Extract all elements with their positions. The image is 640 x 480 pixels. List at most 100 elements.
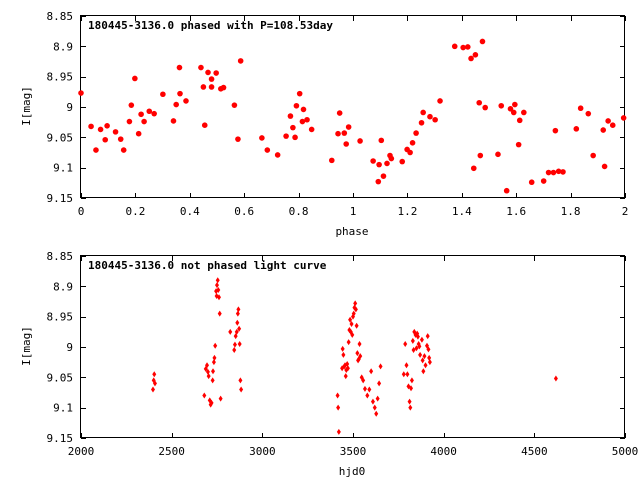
x-axis-label: phase (335, 225, 368, 238)
data-point (620, 115, 627, 121)
data-point (346, 339, 351, 346)
y-axis-label: I[mag] (20, 86, 33, 126)
x-tick-label: 0.4 (180, 205, 200, 218)
data-point (120, 147, 127, 153)
data-point (405, 371, 410, 378)
data-point (372, 404, 377, 411)
x-tick-label: 0 (78, 205, 85, 218)
data-point (201, 122, 208, 128)
data-point (550, 169, 557, 176)
data-point (355, 350, 360, 357)
data-point (205, 69, 211, 76)
x-axis-label: hjd0 (339, 465, 366, 478)
data-point (407, 149, 413, 156)
data-point (292, 134, 298, 141)
y-tick-label: 9.1 (53, 162, 73, 175)
data-point (451, 43, 458, 50)
data-point (237, 325, 242, 332)
data-point (399, 158, 406, 165)
data-point (170, 118, 177, 124)
plot-area-frame (80, 15, 625, 198)
data-point (479, 38, 486, 45)
data-point (377, 380, 382, 387)
data-point (503, 187, 510, 194)
data-point (512, 101, 518, 108)
data-point (117, 136, 124, 142)
data-point (177, 90, 183, 97)
data-point (160, 91, 166, 98)
data-point (357, 138, 363, 144)
data-point (205, 368, 210, 375)
plot-area-frame (80, 255, 625, 438)
data-point (104, 123, 110, 129)
y-axis-label: I[mag] (20, 326, 33, 366)
data-point (215, 277, 220, 284)
data-point (208, 84, 215, 90)
data-point (132, 75, 138, 82)
data-point (335, 392, 340, 399)
data-point (378, 137, 385, 144)
data-point (126, 118, 133, 125)
data-point (410, 337, 415, 344)
data-point (409, 139, 416, 146)
data-point (425, 333, 430, 340)
x-tick-label: 1.6 (506, 205, 526, 218)
data-point (472, 52, 479, 58)
data-point (404, 362, 409, 369)
data-point (183, 98, 189, 104)
data-point (336, 404, 341, 411)
data-point (296, 90, 303, 97)
data-point (173, 101, 179, 108)
data-point (259, 135, 265, 141)
data-point (365, 392, 370, 399)
data-point (423, 362, 428, 369)
data-point (228, 328, 233, 335)
data-point (211, 359, 216, 366)
data-point (422, 353, 427, 360)
data-point (88, 123, 94, 130)
tick-group: 0 0.2 0.4 0.6 0.8 1 1.2 1.4 1.6 1.8 2 8.85 8.9 8.95 9 9… (47, 10, 629, 218)
y-tick-label: 8.9 (53, 280, 73, 293)
data-point (211, 368, 216, 375)
x-tick-label: 1.2 (397, 205, 417, 218)
data-point (419, 336, 424, 343)
unphased-light-curve-panel: 180445-3136.0 not phased light curve hjd… (20, 250, 638, 478)
data-point (128, 102, 135, 108)
data-point (345, 360, 350, 367)
data-point (401, 371, 406, 378)
y-tick-label: 9.15 (47, 432, 74, 445)
data-point (510, 109, 517, 116)
data-point (205, 362, 210, 369)
data-point (78, 90, 84, 96)
data-point (354, 322, 359, 329)
data-point (407, 398, 412, 405)
data-point (152, 371, 157, 378)
data-point (601, 163, 608, 170)
data-point (367, 386, 372, 393)
data-point (335, 130, 341, 137)
data-point (605, 118, 611, 124)
data-point (380, 173, 387, 179)
data-point (353, 300, 358, 307)
data-point (283, 133, 289, 139)
data-point (477, 152, 484, 159)
data-point (357, 340, 362, 347)
data-point (417, 343, 422, 350)
data-point (420, 357, 425, 364)
data-point (146, 108, 153, 115)
y-tick-label: 8.85 (47, 250, 74, 263)
x-tick-label: 0.6 (234, 205, 254, 218)
data-point (432, 116, 438, 123)
data-point (495, 151, 501, 158)
data-point (300, 106, 307, 113)
data-point (507, 106, 514, 112)
data-point (374, 410, 379, 417)
y-tick-label: 9 (66, 341, 73, 354)
data-point (362, 385, 367, 392)
data-point (370, 158, 376, 164)
data-point (341, 130, 348, 136)
data-point (388, 155, 395, 162)
data-point (555, 168, 562, 175)
data-point (427, 359, 432, 366)
